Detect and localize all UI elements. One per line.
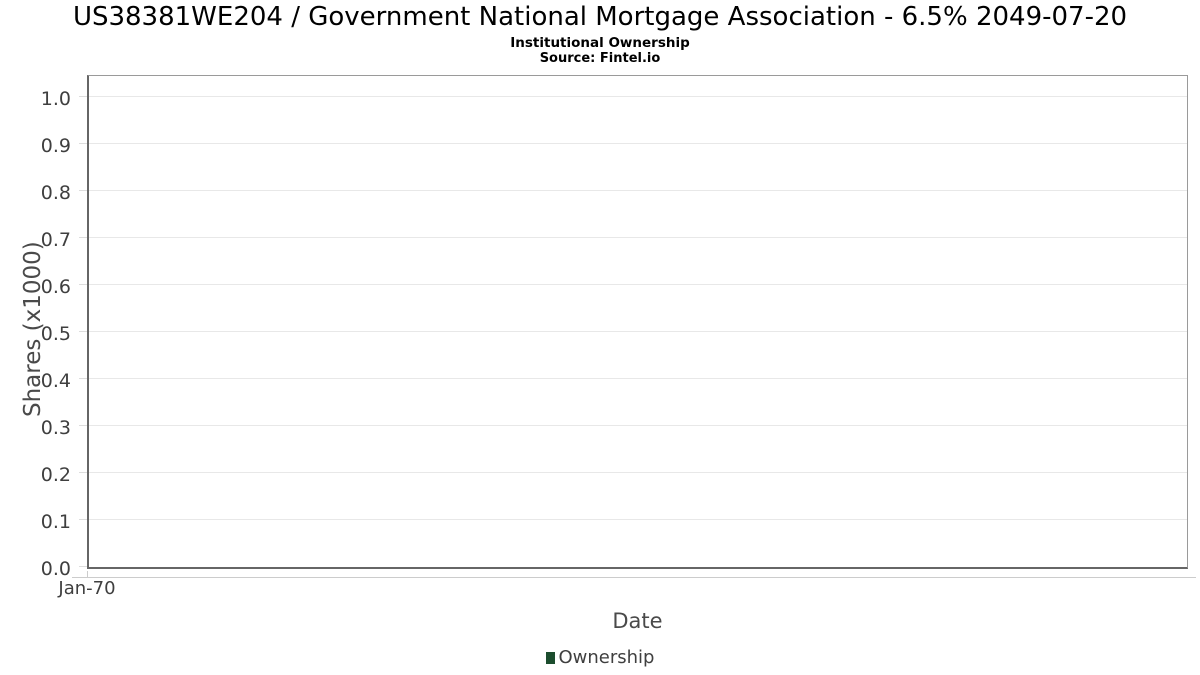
y-tick-label-0.2: 0.2 [40, 464, 71, 486]
gridline-y-0.1 [89, 519, 1187, 520]
gridline-y-1.0 [89, 96, 1187, 97]
y-tick-mark-0.9 [79, 143, 87, 144]
y-tick-label-1.0: 1.0 [40, 88, 71, 110]
chart-source: Source: Fintel.io [539, 51, 661, 66]
chart-legend: Ownership [0, 647, 1200, 668]
y-tick-label-0.3: 0.3 [40, 417, 71, 439]
y-tick-label-0.0: 0.0 [40, 558, 71, 580]
legend-label: Ownership [558, 647, 655, 668]
y-tick-label-0.6: 0.6 [40, 276, 71, 298]
gridline-y-0.9 [89, 143, 1187, 144]
gridline-y-0.8 [89, 190, 1187, 191]
y-axis-tick-labels: 0.0 0.1 0.2 0.3 0.4 0.5 0.6 0.7 0.8 0.9 1.0 [0, 75, 79, 579]
x-tick-label: Jan-70 [58, 578, 116, 599]
plot-area [79, 75, 1188, 569]
y-tick-label-0.5: 0.5 [40, 323, 71, 345]
y-tick-mark-1.0 [79, 96, 87, 97]
y-tick-mark-0.6 [79, 284, 87, 285]
y-tick-mark-0.2 [79, 472, 87, 473]
legend-item-ownership: Ownership [545, 647, 655, 668]
y-tick-label-0.1: 0.1 [40, 511, 71, 533]
chart-title: US38381WE204 / Government National Mortg… [72, 2, 1128, 32]
y-tick-label-0.4: 0.4 [40, 370, 71, 392]
y-tick-mark-0.4 [79, 378, 87, 379]
y-tick-mark-0.3 [79, 425, 87, 426]
y-tick-label-0.7: 0.7 [40, 229, 71, 251]
y-tick-mark-0.1 [79, 519, 87, 520]
y-tick-mark-0.0 [79, 566, 87, 567]
x-axis-label: Date [612, 609, 663, 633]
y-tick-label-0.8: 0.8 [40, 182, 71, 204]
y-tick-label-0.9: 0.9 [40, 135, 71, 157]
legend-swatch-icon [545, 651, 555, 664]
chart-subtitle: Institutional Ownership [510, 35, 690, 51]
gridline-y-0.6 [89, 284, 1187, 285]
gridline-y-0.5 [89, 331, 1187, 332]
gridline-y-0.2 [89, 472, 1187, 473]
y-tick-mark-0.5 [79, 331, 87, 332]
gridline-y-0.7 [89, 237, 1187, 238]
x-tick-mark [87, 571, 88, 577]
y-tick-mark-0.8 [79, 190, 87, 191]
gridline-y-0.3 [89, 425, 1187, 426]
x-axis-line [72, 577, 1196, 578]
y-tick-mark-0.7 [79, 237, 87, 238]
gridline-y-0.4 [89, 378, 1187, 379]
